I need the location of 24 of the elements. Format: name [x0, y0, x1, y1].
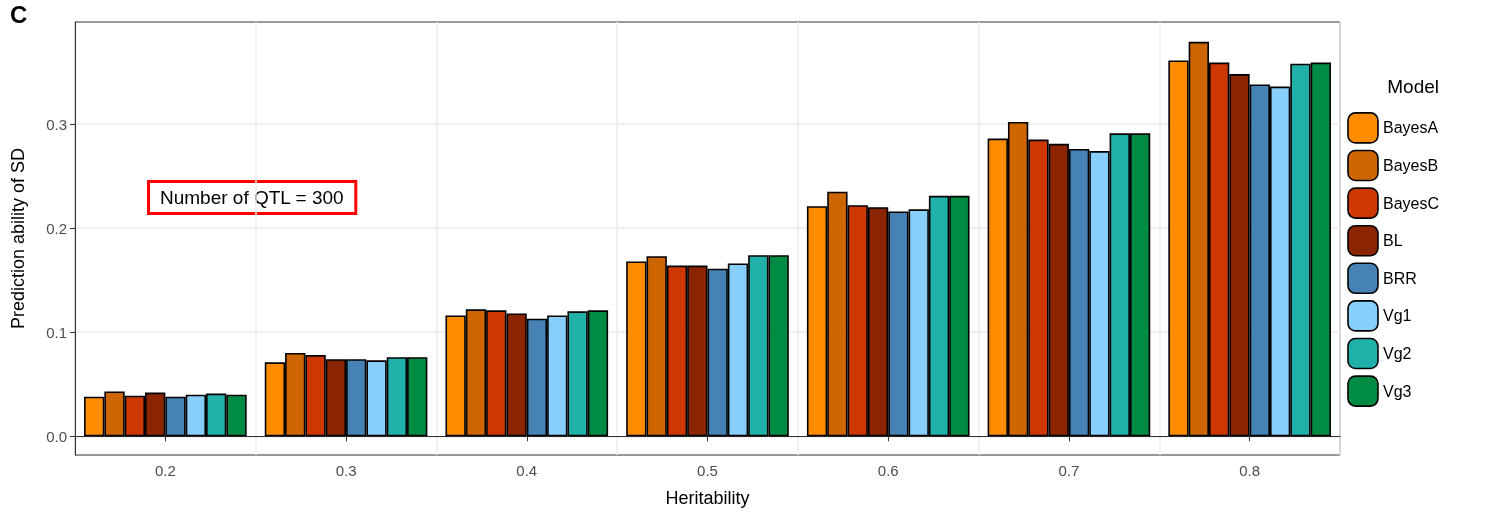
y-tick-label: 0.2 [46, 219, 67, 237]
x-tick-label: 0.3 [335, 462, 357, 479]
legend-label: Vg2 [1382, 345, 1412, 362]
text: C [10, 0, 28, 28]
x-tick-label: 0.5 [697, 462, 718, 479]
y-tick-label: 0.0 [46, 427, 67, 445]
legend-label: BayesB [1382, 157, 1439, 174]
x-tick-label: 0.2 [154, 462, 176, 479]
y-axis-title: Prediction ability of SD [8, 147, 28, 330]
x-tick-label: 0.7 [1058, 462, 1080, 479]
legend-label: BayesC [1382, 194, 1440, 212]
y-tick-label: 0.1 [46, 323, 67, 341]
legend-label: Vg3 [1382, 382, 1412, 400]
legend-label: BayesA [1382, 119, 1439, 137]
legend-label: Vg1 [1382, 307, 1412, 325]
legend-label: BRR [1382, 269, 1417, 287]
legend-title: Model [1387, 76, 1439, 97]
annotation: Number of QTL = 300 [160, 187, 344, 208]
y-tick-label: 0.3 [46, 115, 67, 133]
x-axis-title: Heritability [665, 488, 750, 508]
x-tick-label: 0.4 [516, 462, 538, 479]
x-tick-label: 0.6 [877, 462, 899, 479]
legend-label: BL [1382, 232, 1403, 250]
x-tick-label: 0.8 [1239, 462, 1261, 479]
